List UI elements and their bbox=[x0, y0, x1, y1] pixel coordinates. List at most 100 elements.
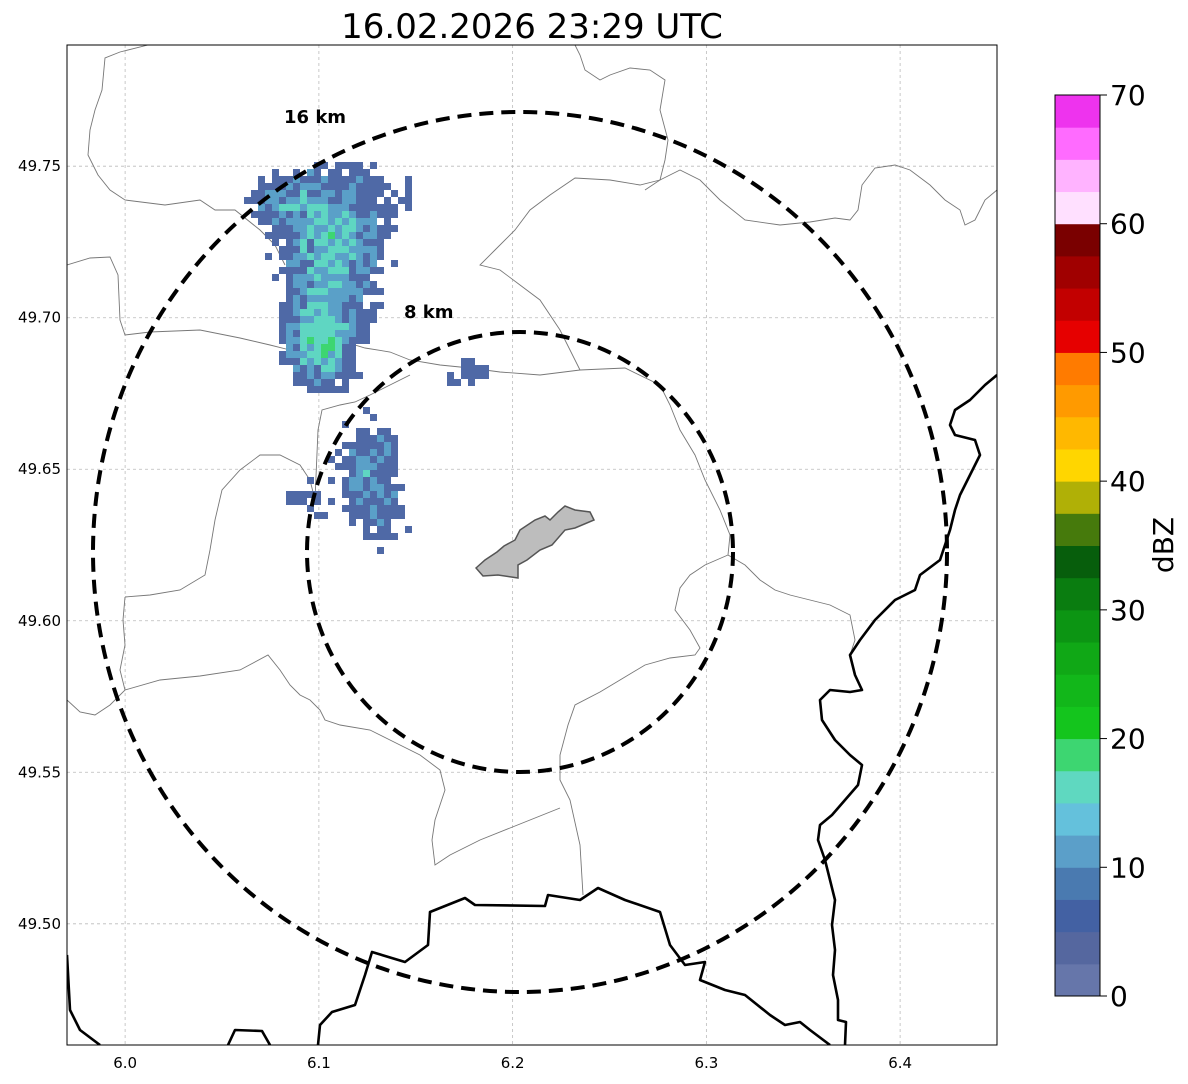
echo-pixel bbox=[307, 260, 314, 267]
echo-pixel bbox=[356, 162, 363, 169]
echo-pixel bbox=[307, 169, 314, 176]
echo-pixel bbox=[293, 365, 300, 372]
echo-pixel bbox=[300, 260, 307, 267]
range-ring-16km bbox=[91, 110, 949, 994]
echo-pixel bbox=[356, 190, 363, 197]
colorbar-tick-label-2: 20 bbox=[1110, 723, 1146, 756]
echo-pixel bbox=[363, 477, 370, 484]
echo-pixel bbox=[405, 197, 412, 204]
echo-pixel bbox=[314, 379, 321, 386]
echo-pixel bbox=[265, 204, 272, 211]
echo-pixel bbox=[251, 190, 258, 197]
echo-pixel bbox=[356, 449, 363, 456]
echo-pixel bbox=[328, 386, 335, 393]
echo-pixel bbox=[335, 337, 342, 344]
echo-pixel bbox=[258, 190, 265, 197]
colorbar-segment-24 bbox=[1055, 191, 1100, 225]
echo-pixel bbox=[370, 519, 377, 526]
echo-pixel bbox=[342, 288, 349, 295]
echo-pixel bbox=[335, 295, 342, 302]
echo-pixel bbox=[293, 211, 300, 218]
echo-pixel bbox=[391, 204, 398, 211]
echo-pixel bbox=[405, 204, 412, 211]
echo-pixel bbox=[293, 491, 300, 498]
echo-pixel bbox=[342, 162, 349, 169]
echo-pixel bbox=[349, 225, 356, 232]
echo-pixel bbox=[307, 204, 314, 211]
echo-pixel bbox=[314, 358, 321, 365]
map-title: 16.02.2026 23:29 UTC bbox=[341, 7, 723, 47]
echo-pixel bbox=[370, 309, 377, 316]
echo-pixel bbox=[300, 295, 307, 302]
colorbar-tick-label-7: 70 bbox=[1110, 79, 1146, 112]
echo-pixel bbox=[300, 239, 307, 246]
range-ring-8km bbox=[305, 330, 735, 774]
echo-pixel bbox=[391, 449, 398, 456]
echo-pixel bbox=[342, 183, 349, 190]
echo-pixel bbox=[356, 183, 363, 190]
echo-pixel bbox=[328, 239, 335, 246]
echo-pixel bbox=[391, 498, 398, 505]
echo-pixel bbox=[307, 309, 314, 316]
echo-pixel bbox=[377, 211, 384, 218]
echo-pixel bbox=[356, 218, 363, 225]
echo-pixel bbox=[356, 442, 363, 449]
echo-pixel bbox=[300, 281, 307, 288]
echo-pixel bbox=[314, 204, 321, 211]
echo-pixel bbox=[475, 372, 482, 379]
echo-pixel bbox=[391, 484, 398, 491]
echo-pixel bbox=[342, 281, 349, 288]
echo-pixel bbox=[335, 302, 342, 309]
echo-pixel bbox=[363, 274, 370, 281]
echo-pixel bbox=[321, 190, 328, 197]
echo-pixel bbox=[363, 183, 370, 190]
echo-pixel bbox=[342, 253, 349, 260]
echo-pixel bbox=[328, 330, 335, 337]
echo-pixel bbox=[384, 526, 391, 533]
echo-pixel bbox=[377, 288, 384, 295]
echo-pixel bbox=[321, 512, 328, 519]
echo-pixel bbox=[363, 512, 370, 519]
echo-pixel bbox=[377, 435, 384, 442]
echo-pixel bbox=[363, 267, 370, 274]
echo-pixel bbox=[279, 176, 286, 183]
echo-pixel bbox=[377, 428, 384, 435]
echo-pixel bbox=[328, 274, 335, 281]
echo-pixel bbox=[391, 435, 398, 442]
echo-pixel bbox=[349, 372, 356, 379]
echo-pixel bbox=[349, 470, 356, 477]
echo-pixel bbox=[335, 176, 342, 183]
echo-pixel bbox=[293, 225, 300, 232]
colorbar-segment-3 bbox=[1055, 867, 1100, 900]
echo-pixel bbox=[328, 295, 335, 302]
echo-pixel bbox=[307, 288, 314, 295]
echo-pixel bbox=[307, 190, 314, 197]
echo-pixel bbox=[279, 253, 286, 260]
echo-pixel bbox=[356, 281, 363, 288]
echo-pixel bbox=[286, 491, 293, 498]
colorbar-segment-11 bbox=[1055, 609, 1100, 643]
echo-pixel bbox=[300, 372, 307, 379]
echo-pixel bbox=[251, 211, 258, 218]
echo-pixel bbox=[349, 239, 356, 246]
echo-pixel bbox=[363, 316, 370, 323]
echo-pixel bbox=[314, 302, 321, 309]
colorbar-segment-18 bbox=[1055, 384, 1100, 418]
echo-pixel bbox=[307, 225, 314, 232]
echo-pixel bbox=[377, 547, 384, 554]
colorbar-segment-13 bbox=[1055, 545, 1100, 579]
echo-pixel bbox=[377, 267, 384, 274]
echo-pixel bbox=[335, 218, 342, 225]
echo-pixel bbox=[314, 365, 321, 372]
x-tick-label-3: 6.3 bbox=[694, 1054, 718, 1072]
echo-pixel bbox=[370, 435, 377, 442]
echo-pixel bbox=[391, 463, 398, 470]
echo-pixel bbox=[307, 323, 314, 330]
echo-pixel bbox=[356, 498, 363, 505]
echo-pixel bbox=[377, 253, 384, 260]
echo-pixel bbox=[328, 288, 335, 295]
echo-pixel bbox=[314, 176, 321, 183]
echo-pixel bbox=[349, 218, 356, 225]
echo-pixel bbox=[335, 351, 342, 358]
echo-pixel bbox=[363, 484, 370, 491]
